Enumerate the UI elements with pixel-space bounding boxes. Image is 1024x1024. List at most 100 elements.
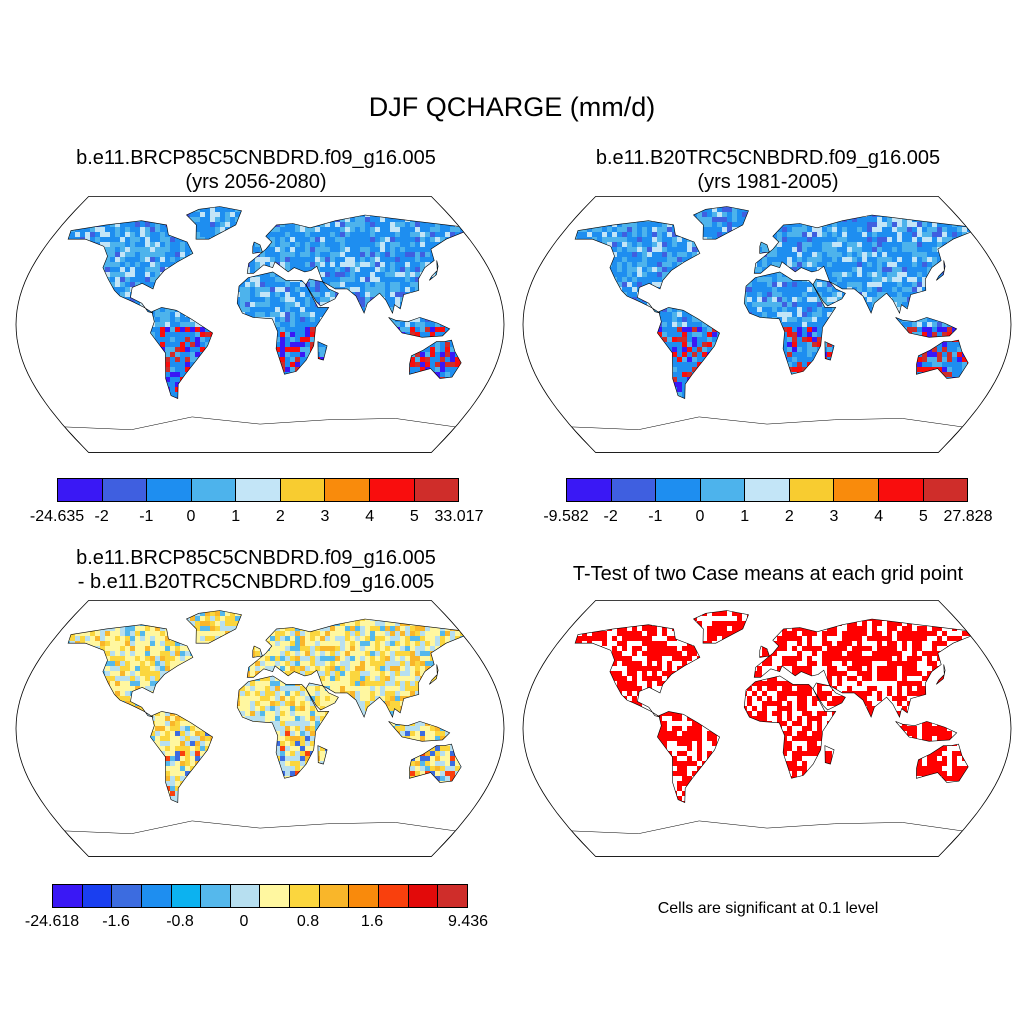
labelbar-box <box>611 479 657 501</box>
labelbar-tick-label: 27.828 <box>944 508 993 526</box>
field-cells <box>575 610 971 803</box>
panel-1-title-line2: (yrs 2056-2080) <box>0 170 512 194</box>
labelbar-tick-label: -2 <box>604 508 618 526</box>
coastline-africa <box>743 675 837 779</box>
labelbar-box <box>408 885 439 907</box>
labelbar-box <box>325 479 370 501</box>
field-cells <box>68 206 464 399</box>
labelbar-box <box>102 479 148 501</box>
panel-2-title-line2: (yrs 1981-2005) <box>512 170 1024 194</box>
coastline-sa <box>150 711 213 803</box>
coastline-eurasia <box>246 618 465 718</box>
labelbar-tick-label: 0 <box>187 508 196 526</box>
panel-3-map <box>10 596 510 861</box>
coastline-arabia <box>305 278 339 307</box>
labelbar-box <box>745 479 790 501</box>
panel-1-map <box>10 192 510 457</box>
coastline-australia <box>916 743 969 783</box>
coastline-indonesia <box>388 721 451 742</box>
coastline-madagascar <box>317 341 328 361</box>
labelbar-tick-label: -24.635 <box>30 508 84 526</box>
coastline-arabia <box>812 278 846 307</box>
labelbar-tick-label: -24.618 <box>25 913 79 931</box>
coastline-na <box>574 220 701 314</box>
labelbar-box <box>379 885 409 907</box>
coastline-na <box>67 220 194 314</box>
labelbar-box <box>414 479 459 501</box>
labelbar-tick-label: 0 <box>240 913 249 931</box>
labelbar-tick-label: 3 <box>321 508 330 526</box>
labelbar-tick-label: -2 <box>95 508 109 526</box>
coastline-sa <box>657 711 720 803</box>
coastline-madagascar <box>824 745 835 765</box>
labelbar-box <box>656 479 701 501</box>
coastline-australia <box>409 743 462 783</box>
field-cells <box>68 610 464 803</box>
labelbar-box <box>349 885 380 907</box>
coastline-australia <box>409 339 462 379</box>
significance-note: Cells are significant at 0.1 level <box>512 900 1024 918</box>
labelbar-box <box>260 885 291 907</box>
coastline-sa <box>657 307 720 399</box>
labelbar-box <box>171 885 202 907</box>
labelbar-box <box>112 885 142 907</box>
coastline-greenland <box>185 206 242 240</box>
coastline-africa <box>236 675 330 779</box>
labelbar-box <box>878 479 924 501</box>
panel-1-title: b.e11.BRCP85C5CNBDRD.f09_g16.005 (yrs 20… <box>0 146 512 194</box>
coastline-africa <box>236 271 330 375</box>
labelbar-box <box>141 885 172 907</box>
panel-2-title: b.e11.B20TRC5CNBDRD.f09_g16.005 (yrs 198… <box>512 146 1024 194</box>
coastline-antarctica <box>571 820 963 857</box>
labelbar-box <box>789 479 835 501</box>
panel-3-labelbar <box>52 884 468 908</box>
coastline-na <box>67 624 194 718</box>
labelbar-tick-label: -9.582 <box>543 508 588 526</box>
labelbar-box <box>319 885 350 907</box>
coastline-japan <box>936 260 946 281</box>
labelbar-tick-label: -1.6 <box>102 913 130 931</box>
coastline-indonesia <box>895 721 958 742</box>
coastline-arabia <box>812 682 846 711</box>
labelbar-box <box>700 479 746 501</box>
labelbar-tick-label: 2 <box>785 508 794 526</box>
labelbar-box <box>290 885 320 907</box>
panel-2-labelbar <box>566 478 968 502</box>
labelbar-box <box>82 885 113 907</box>
labelbar-box <box>834 479 879 501</box>
panel-1-labelbar-labels: -24.635 -2 -1 0 1 2 3 4 5 33.017 <box>30 508 484 528</box>
labelbar-tick-label: -0.8 <box>166 913 194 931</box>
labelbar-tick-label: 3 <box>830 508 839 526</box>
panel-3-title: b.e11.BRCP85C5CNBDRD.f09_g16.005 - b.e11… <box>0 546 512 594</box>
coastline-greenland <box>692 206 749 240</box>
coastline-na <box>574 624 701 718</box>
labelbar-tick-label: -1 <box>139 508 153 526</box>
labelbar-box <box>58 479 103 501</box>
labelbar-tick-label: 0.8 <box>297 913 319 931</box>
panel-2-labelbar-labels: -9.582 -2 -1 0 1 2 3 4 5 27.828 <box>543 508 992 528</box>
labelbar-box <box>923 479 968 501</box>
coastline-antarctica <box>64 820 456 857</box>
panel-3-labelbar-labels: -24.618 -1.6 -0.8 0 0.8 1.6 9.436 <box>25 913 488 933</box>
labelbar-tick-label: 1 <box>740 508 749 526</box>
labelbar-box <box>201 885 231 907</box>
coastline-uk <box>759 241 770 254</box>
labelbar-tick-label: 1.6 <box>361 913 383 931</box>
coastline-uk <box>759 645 770 658</box>
labelbar-box <box>369 479 415 501</box>
labelbar-box <box>191 479 237 501</box>
panel-2-title-line1: b.e11.B20TRC5CNBDRD.f09_g16.005 <box>512 146 1024 170</box>
labelbar-tick-label: 5 <box>410 508 419 526</box>
labelbar-box <box>53 885 83 907</box>
coastline-indonesia <box>388 317 451 338</box>
panel-3-title-line2: - b.e11.B20TRC5CNBDRD.f09_g16.005 <box>0 570 512 594</box>
coastline-madagascar <box>317 745 328 765</box>
labelbar-tick-label: 4 <box>365 508 374 526</box>
labelbar-tick-label: 0 <box>696 508 705 526</box>
panel-1-labelbar <box>57 478 459 502</box>
coastline-antarctica <box>571 416 963 453</box>
labelbar-tick-label: 4 <box>874 508 883 526</box>
labelbar-tick-label: 9.436 <box>448 913 488 931</box>
labelbar-box <box>280 479 326 501</box>
labelbar-box <box>567 479 612 501</box>
